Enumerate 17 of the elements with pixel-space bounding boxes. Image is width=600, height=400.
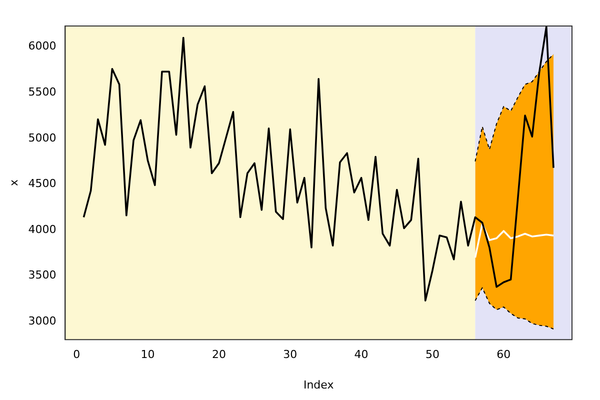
- line-series: [474, 287, 554, 330]
- x-tick-label: 40: [354, 348, 368, 362]
- x-tick-label: 0: [73, 348, 80, 362]
- y-tick-label: 3500: [28, 268, 56, 282]
- x-tick-label: 10: [140, 348, 155, 362]
- y-tick-label: 4500: [28, 177, 56, 190]
- y-tick-label: 5500: [28, 86, 56, 99]
- y-tick-label: 4000: [28, 222, 56, 236]
- x-tick-label: 60: [496, 348, 511, 362]
- x-tick-label: 30: [283, 348, 298, 362]
- x-tick-label: 50: [425, 348, 440, 362]
- y-axis-title: x: [7, 179, 20, 186]
- x-tick-label: 20: [212, 348, 226, 362]
- y-tick-label: 3000: [28, 314, 56, 328]
- x-axis-title: Index: [303, 378, 334, 392]
- y-tick-label: 6000: [28, 40, 56, 53]
- y-tick-label: 5000: [28, 131, 56, 144]
